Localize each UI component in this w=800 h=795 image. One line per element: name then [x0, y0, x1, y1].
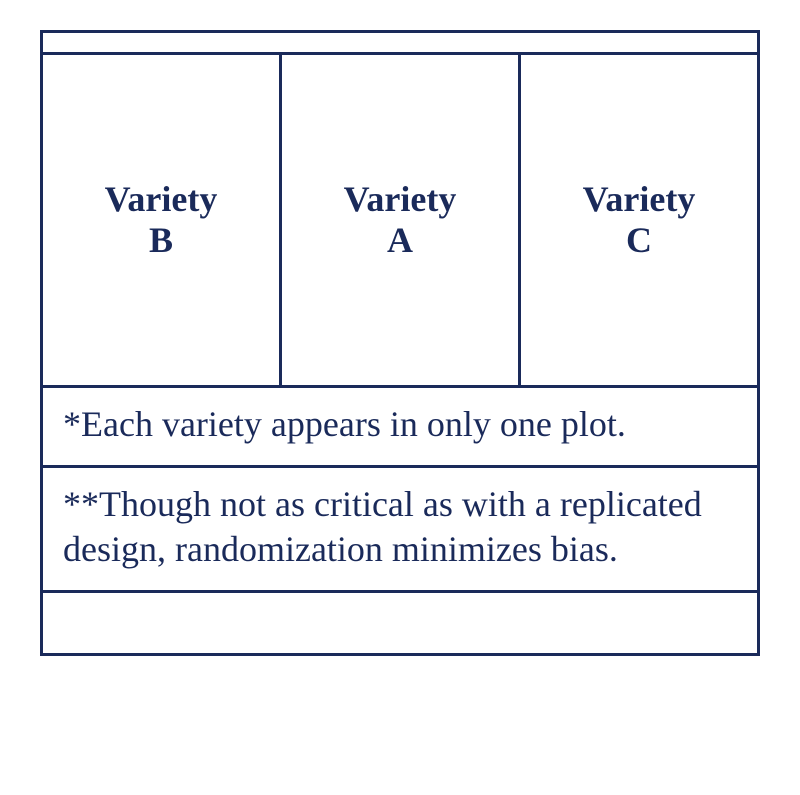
footnote-2-row: **Though not as critical as with a repli… — [43, 468, 757, 593]
footnote-1-row: *Each variety appears in only one plot. — [43, 388, 757, 468]
varieties-row: Variety B Variety A Variety C — [43, 55, 757, 388]
variety-word: Variety — [583, 179, 696, 219]
variety-letter: B — [149, 220, 173, 260]
footnote-2-text: **Though not as critical as with a repli… — [63, 482, 737, 572]
variety-word: Variety — [344, 179, 457, 219]
experiment-table: Variety B Variety A Variety C *Each vari… — [40, 30, 760, 656]
footnote-1-text: *Each variety appears in only one plot. — [63, 402, 737, 447]
variety-cell: Variety C — [518, 55, 757, 385]
variety-label: Variety B — [105, 179, 218, 262]
variety-word: Variety — [105, 179, 218, 219]
variety-cell: Variety B — [43, 55, 279, 385]
variety-label: Variety A — [344, 179, 457, 262]
variety-cell: Variety A — [279, 55, 518, 385]
table-top-strip — [43, 33, 757, 55]
table-bottom-gap — [43, 593, 757, 653]
variety-letter: A — [387, 220, 413, 260]
variety-letter: C — [626, 220, 652, 260]
variety-label: Variety C — [583, 179, 696, 262]
